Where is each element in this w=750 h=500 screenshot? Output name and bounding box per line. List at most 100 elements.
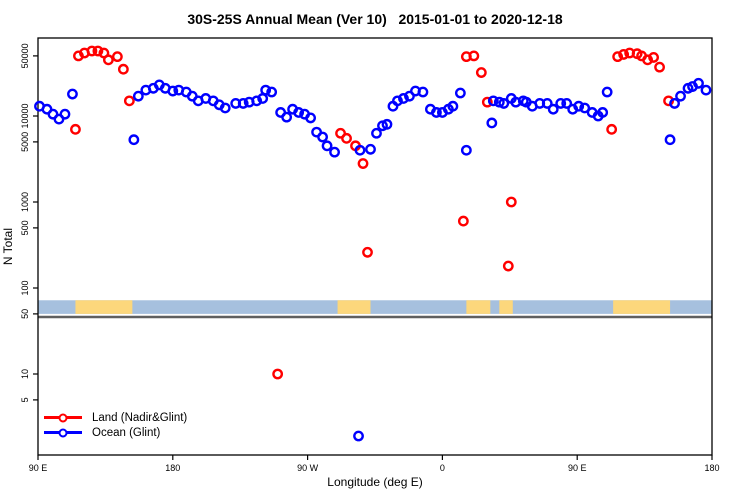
y-axis-label-wrap: N Total — [0, 38, 16, 455]
land-data-point — [86, 45, 98, 57]
legend: Land (Nadir&Glint) Ocean (Glint) — [44, 410, 187, 440]
ocean-data-point — [365, 143, 376, 155]
land-data-point — [117, 63, 129, 75]
land-data-point — [123, 95, 135, 107]
ocean-data-point — [293, 107, 305, 118]
ocean-marker-icon — [44, 426, 82, 440]
ocean-data-point — [417, 86, 429, 98]
y-axis-label: N Total — [1, 227, 15, 266]
y-tick-label: 500 — [20, 220, 30, 235]
land-data-point — [272, 368, 284, 380]
y-tick-label: 50 — [20, 309, 30, 319]
ocean-data-point — [128, 134, 140, 146]
ocean-data-point — [317, 131, 328, 143]
ocean-data-point — [693, 77, 704, 89]
land-data-point — [654, 61, 665, 73]
ocean-data-point — [398, 93, 409, 104]
ocean-data-point — [597, 107, 609, 118]
ocean-data-point — [460, 144, 472, 156]
y-tick-label: 1000 — [20, 192, 30, 212]
legend-item-ocean: Ocean (Glint) — [44, 425, 187, 440]
land-data-point — [618, 49, 630, 60]
ocean-data-point — [498, 98, 510, 109]
ocean-data-point — [541, 98, 553, 109]
land-data-point — [357, 158, 369, 169]
land-data-point — [362, 246, 373, 258]
land-data-point — [457, 215, 469, 227]
chart-title: 30S-25S Annual Mean (Ver 10) 2015-01-01 … — [187, 11, 563, 27]
x-tick-label: 180 — [165, 463, 180, 473]
land-data-point — [341, 132, 352, 144]
ocean-data-point — [266, 86, 278, 98]
ocean-data-point — [431, 107, 442, 118]
ocean-data-point — [555, 98, 567, 109]
ocean-data-point — [675, 90, 686, 102]
legend-label-ocean: Ocean (Glint) — [92, 426, 161, 439]
x-tick-label: 90 E — [29, 463, 48, 473]
ocean-data-point — [579, 102, 591, 114]
land-data-point — [648, 52, 659, 63]
land-data-point — [468, 50, 480, 62]
x-tick-label: 90 E — [568, 463, 587, 473]
land-data-point — [642, 54, 653, 66]
ocean-data-point — [404, 90, 415, 102]
ocean-data-point — [486, 117, 498, 129]
land-data-point — [102, 54, 114, 66]
land-data-point — [475, 67, 487, 78]
ocean-data-point — [237, 98, 249, 109]
y-tick-label: 50000 — [20, 43, 30, 68]
ocean-data-point — [669, 98, 680, 109]
land-data-point — [606, 123, 618, 135]
land-strip-segment — [499, 300, 513, 314]
land-strip-segment — [75, 300, 133, 314]
ocean-data-point — [487, 95, 499, 107]
y-tick-label: 100 — [20, 280, 30, 295]
x-tick-label: 0 — [440, 463, 445, 473]
ocean-data-point — [547, 103, 559, 115]
ocean-data-point — [700, 84, 712, 96]
x-axis-label: Longitude (deg E) — [327, 475, 423, 489]
y-tick-label: 5 — [20, 397, 30, 402]
ocean-data-point — [321, 140, 333, 152]
ocean-data-point — [392, 95, 403, 107]
ocean-data-point — [167, 85, 179, 97]
ocean-data-point — [67, 88, 78, 100]
plot-border — [37, 37, 713, 456]
ocean-data-point — [371, 127, 382, 139]
ocean-data-point — [281, 111, 293, 123]
y-tick-label: 5000 — [20, 132, 30, 152]
ocean-data-point — [664, 134, 676, 146]
x-tick-label: 180 — [704, 463, 719, 473]
ocean-data-point — [132, 90, 144, 102]
ocean-data-point — [447, 100, 459, 112]
legend-circle-icon — [58, 428, 68, 437]
land-marker-icon — [44, 411, 82, 425]
land-data-point — [481, 96, 493, 108]
ocean-data-point — [454, 87, 466, 99]
land-data-point — [663, 95, 674, 107]
land-strip-segment — [613, 300, 671, 314]
ocean-data-point — [573, 100, 585, 112]
land-data-point — [505, 196, 517, 208]
ocean-data-point — [329, 146, 340, 158]
land-data-point — [70, 123, 81, 135]
legend-circle-icon — [58, 413, 68, 422]
legend-item-land: Land (Nadir&Glint) — [44, 410, 187, 425]
ocean-data-point — [561, 98, 573, 109]
ocean-data-point — [381, 118, 393, 130]
land-data-point — [612, 51, 624, 63]
legend-label-land: Land (Nadir&Glint) — [92, 411, 188, 424]
y-tick-label: 10 — [20, 369, 30, 379]
land-data-point — [92, 45, 104, 57]
land-data-point — [111, 51, 123, 63]
x-tick-label: 90 W — [297, 463, 319, 473]
ocean-data-point — [353, 430, 364, 442]
land-strip-segment — [466, 300, 491, 314]
land-strip-segment — [337, 300, 371, 314]
ocean-data-point — [59, 108, 71, 120]
ocean-data-point — [354, 144, 366, 156]
ocean-data-point — [305, 112, 316, 124]
ocean-data-point — [260, 84, 272, 96]
